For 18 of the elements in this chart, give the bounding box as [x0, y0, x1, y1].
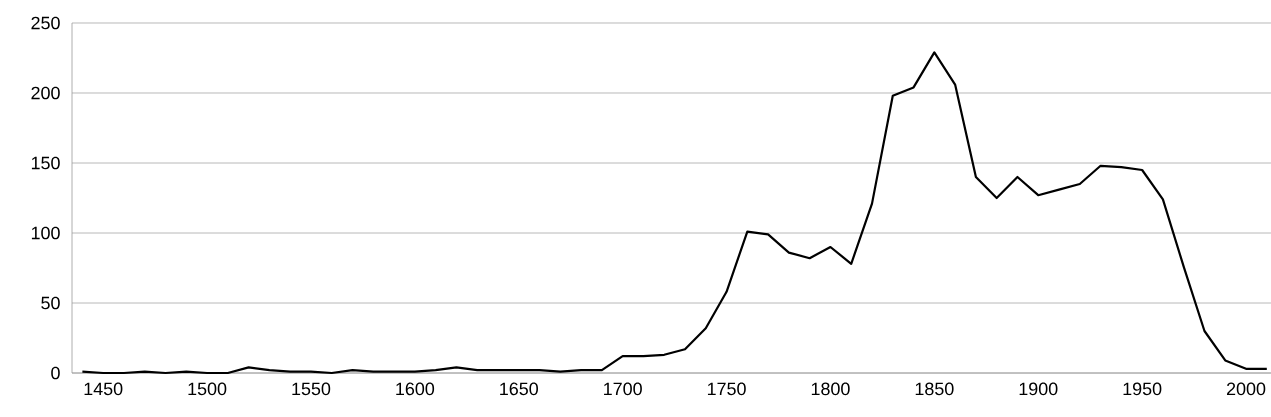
x-tick-label: 1700	[604, 382, 642, 396]
x-tick-label: 1900	[1019, 382, 1058, 396]
x-tick-label: 1950	[1123, 382, 1162, 396]
x-tick-label: 1750	[707, 382, 746, 396]
x-tick-label: 1500	[188, 382, 227, 396]
x-tick-label: 2000	[1226, 382, 1266, 396]
x-tick-label: 1650	[500, 382, 538, 396]
x-tick-label: 1800	[811, 382, 850, 396]
y-tick-label: 100	[31, 226, 60, 240]
y-tick-label: 50	[41, 296, 60, 310]
x-tick-label: 1450	[84, 382, 123, 396]
y-tick-label: 150	[31, 156, 60, 170]
y-tick-label: 0	[51, 366, 60, 380]
y-tick-label: 250	[31, 16, 60, 30]
x-tick-label: 1600	[396, 382, 435, 396]
x-tick-label: 1850	[915, 382, 954, 396]
y-tick-label: 200	[31, 86, 60, 100]
x-tick-label: 1550	[292, 382, 331, 396]
